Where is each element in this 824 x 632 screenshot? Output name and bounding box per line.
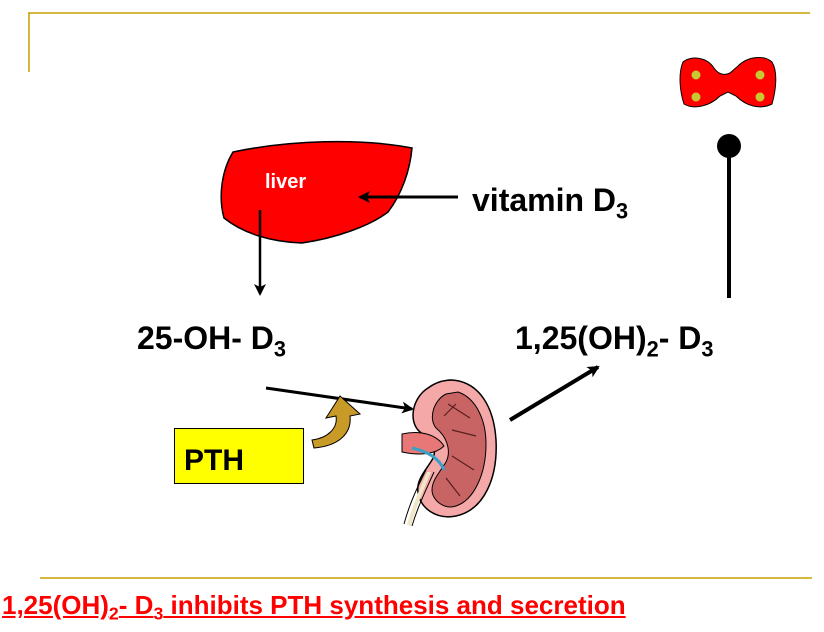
calcitriol-label: 1,25(OH)2- D3 [515,320,713,360]
calcitriol-mid: - D [658,320,702,356]
caption-subscript-3: 3 [153,603,164,624]
liver-shape [220,140,413,244]
inhibition-head [717,134,741,158]
liver-label: liver [265,171,307,193]
25-oh-d3-text: 25-OH- D [137,320,274,356]
vitamin-d3-subscript: 3 [616,198,629,224]
caption: 1,25(OH)2- D3 inhibits PTH synthesis and… [2,590,626,622]
calcitriol-prefix: 1,25(OH) [515,320,647,356]
calcitriol-subscript-2: 2 [646,336,659,362]
calcitriol-subscript-3: 3 [701,336,714,362]
25-oh-d3-subscript: 3 [273,336,287,362]
parathyroid-icon [679,57,777,108]
caption-subscript-2: 2 [108,603,119,624]
vitamin-d3-label: vitamin D3 [472,182,628,222]
kidney-icon [401,379,497,527]
pth-curved-arrow-icon [311,395,362,449]
caption-rest: inhibits PTH synthesis and secretion [163,590,626,620]
pth-label: PTH [184,444,244,477]
vitamin-d3-text: vitamin D [472,182,617,218]
caption-mid: - D [118,590,154,620]
pth-box [174,428,304,484]
arrow-kidney-to-calcitriol [508,365,600,422]
caption-prefix: 1,25(OH) [2,590,109,620]
25-oh-d3-label: 25-OH- D3 [137,320,286,360]
